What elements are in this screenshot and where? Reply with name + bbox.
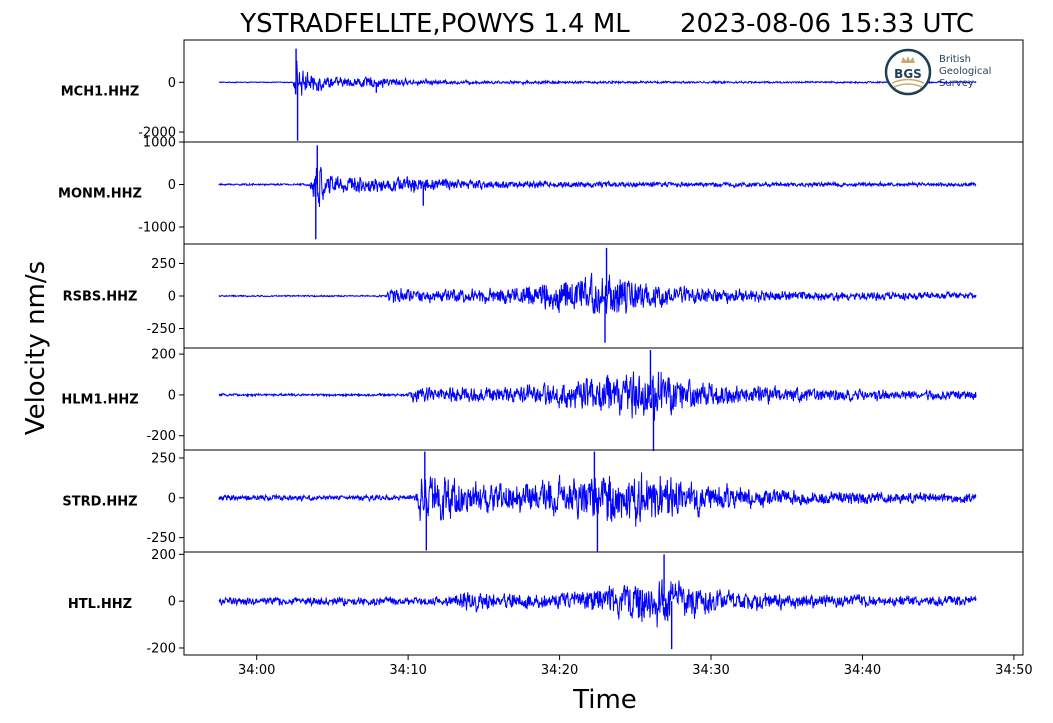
x-tick-label: 34:00 bbox=[238, 663, 275, 678]
y-tick-label: 0 bbox=[168, 76, 176, 91]
x-tick-label: 34:30 bbox=[692, 663, 729, 678]
trace-panel-htl-hhz: 200 0 -200 HTL.HHZ bbox=[68, 548, 1024, 656]
station-label: HTL.HHZ bbox=[68, 597, 132, 612]
y-tick-label: 200 bbox=[151, 348, 176, 363]
station-label: RSBS.HHZ bbox=[63, 290, 138, 305]
x-tick-label: 34:40 bbox=[844, 663, 881, 678]
y-tick-label: 0 bbox=[168, 388, 176, 403]
y-tick-label: -1000 bbox=[138, 221, 176, 236]
y-tick-label: -2000 bbox=[138, 126, 176, 141]
trace-panel-monm-hhz: 1000 0 -1000 MONM.HHZ bbox=[58, 136, 1024, 245]
waveform-line bbox=[218, 272, 977, 314]
waveform-line bbox=[218, 166, 977, 208]
logo-wave bbox=[891, 78, 925, 88]
y-tick-label: -250 bbox=[146, 322, 176, 337]
trace-panel-hlm1-hhz: 200 0 -200 HLM1.HHZ bbox=[61, 347, 1024, 452]
y-tick-label: 250 bbox=[151, 257, 176, 272]
station-label: MCH1.HHZ bbox=[61, 85, 140, 100]
trace-panel-mch1-hhz: 0 -2000 MCH1.HHZ bbox=[61, 39, 1024, 143]
logo-monogram: BGS bbox=[894, 67, 922, 81]
trace-panel-rsbs-hhz: 250 0 -250 RSBS.HHZ bbox=[63, 243, 1024, 349]
waveform-line bbox=[218, 371, 977, 421]
waveform-line bbox=[218, 472, 977, 527]
x-axis: 34:00 34:10 34:20 34:30 34:40 34:50 bbox=[238, 655, 1033, 678]
panel-frame bbox=[183, 551, 1024, 656]
chart-title-datetime: 2023-08-06 15:33 UTC bbox=[680, 9, 974, 39]
y-tick-label: 0 bbox=[168, 178, 176, 193]
x-tick-label: 34:10 bbox=[389, 663, 426, 678]
y-tick-label: 0 bbox=[168, 290, 176, 305]
panel-frame bbox=[183, 449, 1024, 553]
bgs-logo: BGS British Geological Survey bbox=[884, 48, 991, 96]
logo-line-3: Survey bbox=[939, 78, 974, 89]
y-tick-label: 0 bbox=[168, 491, 176, 506]
waveform-line bbox=[218, 579, 977, 628]
y-tick-label: 200 bbox=[151, 548, 176, 563]
logo-ring bbox=[884, 48, 932, 96]
x-axis-label: Time bbox=[572, 685, 637, 715]
y-tick-label: -200 bbox=[146, 641, 176, 656]
logo-line-2: Geological bbox=[939, 66, 991, 77]
trace-panel-strd-hhz: 250 0 -250 STRD.HHZ bbox=[62, 449, 1024, 553]
waveform-line bbox=[218, 60, 977, 96]
y-tick-label: -250 bbox=[146, 531, 176, 546]
waveform-panels: 0-2000MCH1.HHZ10000-1000MONM.HHZ2500-250… bbox=[58, 39, 1024, 656]
chart-title-event: YSTRADFELLTE,POWYS 1.4 ML bbox=[239, 9, 630, 39]
y-tick-label: 1000 bbox=[143, 136, 176, 151]
station-label: MONM.HHZ bbox=[58, 187, 142, 202]
x-tick-label: 34:50 bbox=[995, 663, 1032, 678]
logo-line-1: British bbox=[939, 54, 971, 65]
station-label: HLM1.HHZ bbox=[61, 393, 138, 408]
crown-icon bbox=[901, 56, 915, 63]
y-axis-label: Velocity nm/s bbox=[21, 261, 51, 435]
panel-frame bbox=[183, 141, 1024, 245]
x-tick-label: 34:20 bbox=[541, 663, 578, 678]
y-tick-label: 0 bbox=[168, 595, 176, 610]
station-label: STRD.HHZ bbox=[62, 495, 137, 510]
y-tick-label: 250 bbox=[151, 451, 176, 466]
y-tick-label: -200 bbox=[146, 429, 176, 444]
